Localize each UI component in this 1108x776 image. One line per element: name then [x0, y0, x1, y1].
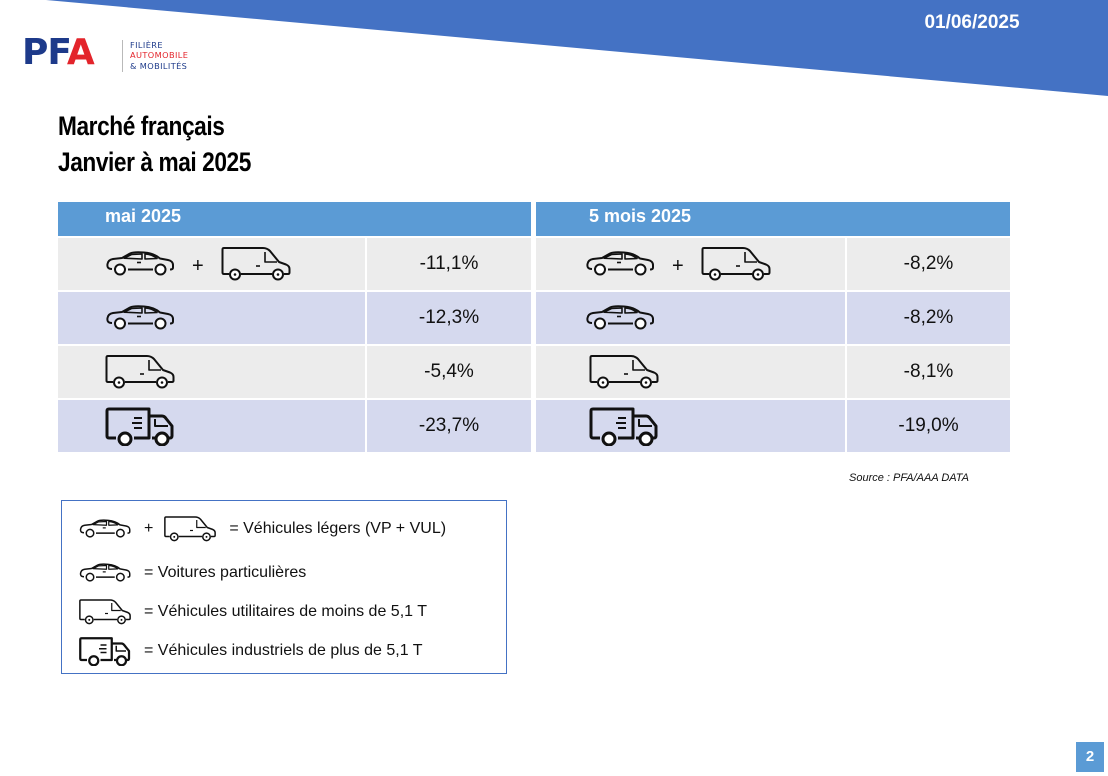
panel-may-2025: mai 2025 + -11,1% -12,3% -5,4% -23,7%: [58, 202, 531, 452]
table-row-utility-vehicles: -8,1%: [536, 346, 1010, 398]
vehicle-cell: [58, 346, 365, 398]
value-cell: -11,1%: [367, 238, 531, 290]
value-cell: -12,3%: [367, 292, 531, 344]
plus-sign: +: [192, 254, 204, 277]
page-title: Marché français Janvier à mai 2025: [58, 108, 251, 180]
panel-5-months-2025: 5 mois 2025 + -8,2% -8,2% -8,1% -19,0%: [536, 202, 1010, 452]
value-cell: -23,7%: [367, 400, 531, 452]
value-cell: -19,0%: [847, 400, 1010, 452]
vehicle-cell: +: [536, 238, 845, 290]
legend-text: = Véhicules légers (VP + VUL): [229, 520, 447, 537]
title-line-1: Marché français: [58, 111, 225, 141]
legend-item-light-vehicles: + = Véhicules légers (VP + VUL): [78, 515, 446, 543]
value-cell: -8,2%: [847, 292, 1010, 344]
vehicle-cell: [536, 400, 845, 452]
car-icon: [78, 518, 132, 540]
legend-item-utility-vehicles: = Véhicules utilitaires de moins de 5,1 …: [78, 598, 427, 626]
date-label: 01/06/2025: [924, 12, 1020, 33]
logo-subtitle: FILIÈRE AUTOMOBILE & MOBILITÉS: [130, 40, 189, 71]
logo-mark: PFA: [22, 32, 95, 73]
panel-header: 5 mois 2025: [536, 202, 1010, 236]
truck-icon: [588, 406, 660, 446]
panel-header: mai 2025: [58, 202, 531, 236]
legend-text: = Véhicules industriels de plus de 5,1 T: [144, 642, 423, 659]
plus-sign: +: [144, 520, 154, 537]
table-row-passenger-cars: -12,3%: [58, 292, 531, 344]
vehicle-cell: [536, 346, 845, 398]
table-row-light-vehicles: + -8,2%: [536, 238, 1010, 290]
truck-icon: [104, 406, 176, 446]
value-cell: -8,2%: [847, 238, 1010, 290]
table-row-light-vehicles: + -11,1%: [58, 238, 531, 290]
car-icon: [584, 304, 656, 332]
legend-box: + = Véhicules légers (VP + VUL) = Voitur…: [61, 500, 507, 674]
title-line-2: Janvier à mai 2025: [58, 147, 251, 177]
truck-icon: [78, 636, 132, 666]
legend-text: = Voitures particulières: [144, 564, 307, 581]
van-icon: [220, 246, 292, 282]
car-icon: [104, 250, 176, 278]
car-icon: [104, 304, 176, 332]
car-icon: [78, 562, 132, 584]
vehicle-cell: [58, 292, 365, 344]
van-icon: [588, 354, 660, 390]
vehicle-cell: [536, 292, 845, 344]
vehicle-cell: +: [58, 238, 365, 290]
logo-divider: [122, 40, 123, 72]
van-icon: [78, 598, 132, 626]
table-row-utility-vehicles: -5,4%: [58, 346, 531, 398]
van-icon: [163, 515, 217, 543]
header-band: [46, 0, 1108, 96]
plus-sign: +: [672, 254, 684, 277]
table-row-industrial-vehicles: -19,0%: [536, 400, 1010, 452]
van-icon: [700, 246, 772, 282]
vehicle-cell: [58, 400, 365, 452]
value-cell: -5,4%: [367, 346, 531, 398]
table-row-passenger-cars: -8,2%: [536, 292, 1010, 344]
table-row-industrial-vehicles: -23,7%: [58, 400, 531, 452]
car-icon: [584, 250, 656, 278]
legend-item-passenger-cars: = Voitures particulières: [78, 562, 306, 584]
source-note: Source : PFA/AAA DATA: [849, 472, 970, 484]
legend-item-industrial-vehicles: = Véhicules industriels de plus de 5,1 T: [78, 636, 423, 666]
legend-text: = Véhicules utilitaires de moins de 5,1 …: [144, 603, 427, 620]
van-icon: [104, 354, 176, 390]
value-cell: -8,1%: [847, 346, 1010, 398]
page-number: 2: [1076, 742, 1104, 772]
